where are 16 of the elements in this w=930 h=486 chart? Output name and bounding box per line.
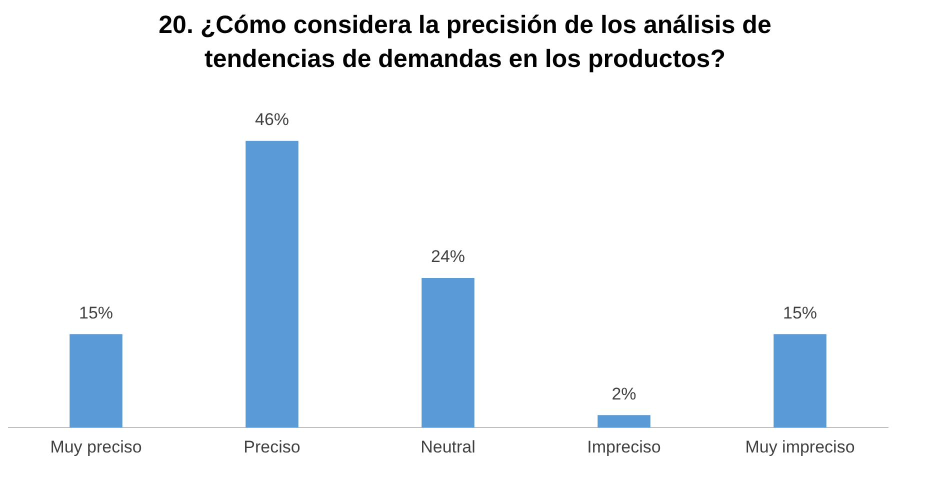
- bar: [422, 278, 474, 428]
- data-label: 2%: [612, 384, 636, 404]
- x-tick-label: Impreciso: [587, 437, 661, 456]
- data-label: 24%: [430, 247, 466, 266]
- x-tick-label: Neutral: [420, 437, 476, 456]
- bar: [70, 334, 122, 428]
- x-tick-label: Muy preciso: [50, 437, 142, 456]
- bar: [598, 415, 650, 428]
- data-label: 15%: [782, 303, 818, 322]
- chart-title: 20. ¿Cómo considera la precisión de los análisis de tendencias de demandas en los productos?: [158, 10, 772, 75]
- data-label: 46%: [254, 110, 290, 130]
- x-tick-label: Preciso: [244, 437, 300, 456]
- data-label: 15%: [78, 303, 114, 322]
- x-tick-label: Muy impreciso: [745, 437, 855, 456]
- bar: [774, 334, 826, 428]
- bar: [246, 140, 298, 428]
